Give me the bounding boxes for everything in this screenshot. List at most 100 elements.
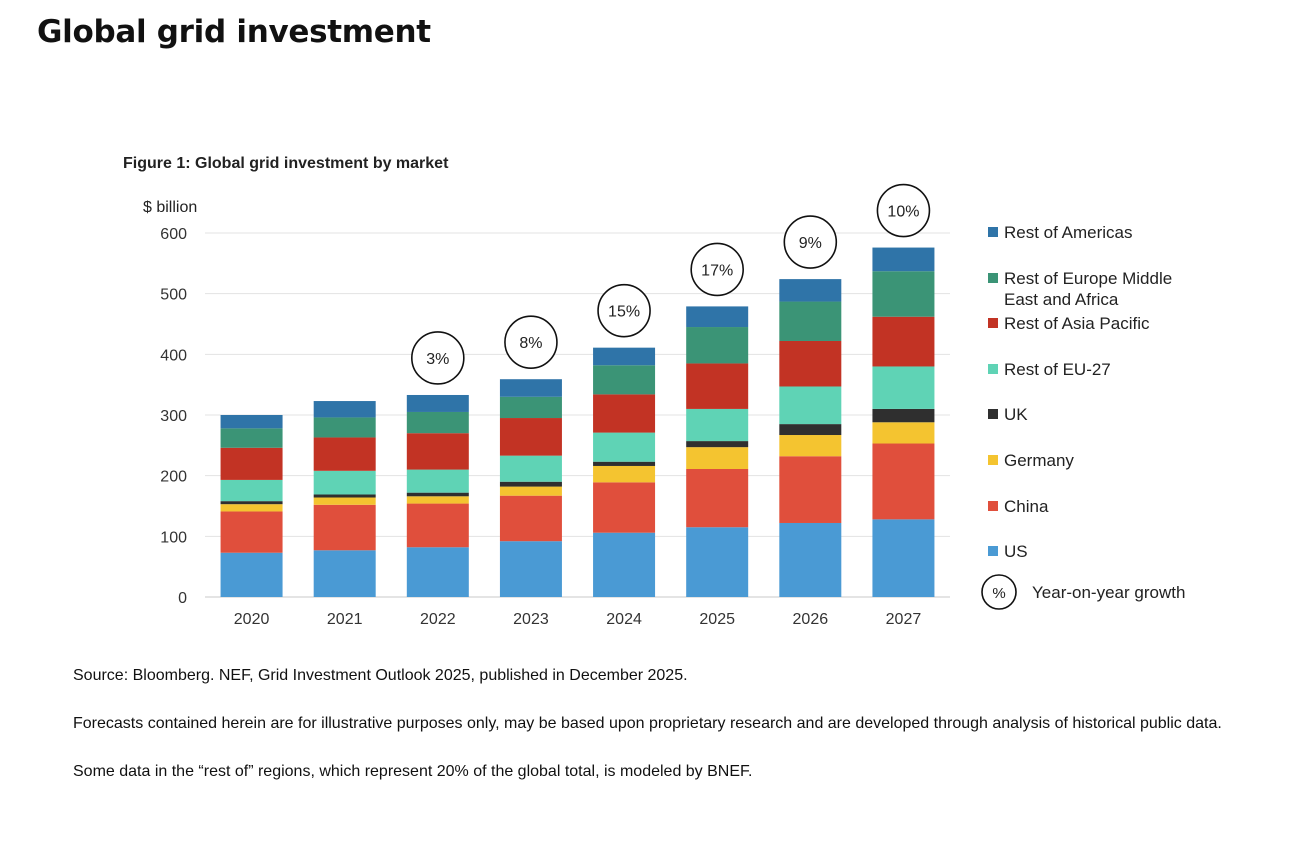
legend-label: Rest of Asia Pacific (1004, 314, 1150, 333)
page-title: Global grid investment (37, 14, 431, 50)
source-note: Source: Bloomberg. NEF, Grid Investment … (73, 667, 688, 684)
growth-circle (411, 331, 465, 385)
bar-segment-rest-of-americas-2027 (872, 247, 935, 272)
bar-segment-rest-of-americas-2026 (779, 279, 842, 302)
growth-circle (783, 215, 838, 269)
legend-swatch (988, 501, 998, 511)
bar-segment-rest-of-americas-2022 (406, 394, 469, 412)
bar-segment-china-2026 (779, 456, 842, 523)
legend-label: UK (1004, 405, 1028, 424)
bar-segment-china-2020 (220, 511, 283, 553)
x-tick-label: 2023 (513, 611, 549, 628)
bar-segment-germany-2026 (779, 435, 842, 457)
bar-segment-uk-2020 (220, 501, 283, 505)
bar-segment-rest-of-asia-pacific-2027 (872, 316, 935, 367)
x-tick-label: 2026 (793, 611, 829, 628)
legend-label: Rest of EU-27 (1004, 360, 1111, 379)
legend-swatch (988, 409, 998, 419)
chart-notes: Source: Bloomberg. NEF, Grid Investment … (73, 664, 1233, 808)
legend-swatch (988, 546, 998, 556)
legend-label: Rest of Americas (1004, 223, 1133, 242)
growth-legend-label: Year-on-year growth (1032, 583, 1185, 602)
y-tick-label: 200 (160, 469, 187, 486)
stacked-bars (220, 247, 935, 597)
bar-segment-rest-of-americas-2020 (220, 415, 283, 429)
bar-segment-rest-of-europe-middle-east-and-africa-2024 (593, 365, 656, 395)
bar-segment-rest-of-asia-pacific-2024 (593, 394, 656, 433)
bar-segment-germany-2025 (686, 447, 749, 469)
y-tick-label: 0 (178, 590, 187, 607)
bar-segment-us-2027 (872, 519, 935, 597)
growth-label: 9% (799, 235, 822, 252)
bar-segment-china-2025 (686, 468, 749, 528)
y-axis-ticks: 0 100 200 300 400 500 600 (160, 226, 187, 607)
bar-segment-germany-2024 (593, 465, 656, 483)
bar-segment-rest-of-europe-middle-east-and-africa-2021 (313, 417, 376, 438)
x-tick-label: 2027 (886, 611, 922, 628)
legend-swatch (988, 318, 998, 328)
x-tick-label: 2025 (699, 611, 735, 628)
bar-segment-germany-2021 (313, 497, 376, 505)
bar-segment-germany-2023 (499, 486, 562, 496)
bar-segment-china-2022 (406, 503, 469, 548)
bar-segment-rest-of-europe-middle-east-and-africa-2023 (499, 396, 562, 419)
bar-segment-rest-of-europe-middle-east-and-africa-2022 (406, 411, 469, 434)
bar-segment-rest-of-europe-middle-east-and-africa-2026 (779, 301, 842, 341)
bar-segment-us-2020 (220, 552, 283, 597)
y-axis-label: $ billion (143, 199, 197, 216)
bar-segment-germany-2022 (406, 496, 469, 504)
bar-segment-rest-of-eu-27-2021 (313, 470, 376, 495)
bar-segment-rest-of-eu-27-2025 (686, 408, 749, 442)
bar-segment-germany-2020 (220, 504, 283, 512)
growth-legend-symbol-text: % (992, 585, 1005, 602)
bar-segment-rest-of-americas-2025 (686, 306, 749, 328)
bar-segment-rest-of-asia-pacific-2020 (220, 447, 283, 480)
y-tick-label: 400 (160, 347, 187, 364)
x-tick-label: 2020 (234, 611, 270, 628)
bar-segment-us-2022 (406, 547, 469, 597)
bar-segment-china-2027 (872, 443, 935, 520)
bar-segment-rest-of-eu-27-2020 (220, 479, 283, 502)
legend-label: US (1004, 542, 1028, 561)
bar-segment-uk-2025 (686, 441, 749, 448)
bar-segment-uk-2023 (499, 481, 562, 487)
legend-label: Rest of Europe Middle East and Africa (1004, 269, 1172, 309)
bar-segment-rest-of-europe-middle-east-and-africa-2027 (872, 271, 935, 317)
legend: Rest of Americas Rest of Europe Middle Eas… (981, 223, 1185, 610)
bar-segment-rest-of-asia-pacific-2023 (499, 418, 562, 456)
growth-label: 3% (426, 351, 449, 368)
x-tick-label: 2021 (327, 611, 363, 628)
legend-swatch (988, 455, 998, 465)
bar-segment-uk-2021 (313, 494, 376, 498)
bar-segment-uk-2027 (872, 408, 935, 423)
bar-segment-us-2024 (593, 532, 656, 597)
bar-segment-rest-of-eu-27-2023 (499, 455, 562, 482)
growth-legend-symbol (981, 574, 1017, 610)
bar-segment-rest-of-americas-2023 (499, 379, 562, 397)
legend-swatch (988, 273, 998, 283)
x-tick-label: 2024 (606, 611, 642, 628)
bar-segment-uk-2022 (406, 492, 469, 497)
legend-swatch (988, 227, 998, 237)
growth-annotations: 3% 8% 15% 17% 9% 10% (411, 183, 931, 385)
bar-segment-china-2023 (499, 495, 562, 542)
y-tick-label: 600 (160, 226, 187, 243)
x-axis-ticks: 2020 2021 2022 2023 2024 2025 2026 2027 (234, 611, 922, 628)
growth-circle (690, 242, 744, 297)
bar-segment-rest-of-asia-pacific-2026 (779, 340, 842, 387)
bar-segment-rest-of-eu-27-2027 (872, 366, 935, 409)
bar-segment-rest-of-europe-middle-east-and-africa-2025 (686, 327, 749, 364)
bar-segment-rest-of-asia-pacific-2021 (313, 437, 376, 471)
legend-swatch (988, 364, 998, 374)
growth-label: 17% (701, 262, 733, 279)
growth-label: 10% (887, 204, 919, 221)
y-tick-label: 500 (160, 287, 187, 304)
growth-label: 15% (608, 304, 640, 321)
growth-label: 8% (519, 335, 542, 352)
bar-segment-rest-of-americas-2024 (593, 347, 656, 366)
x-tick-label: 2022 (420, 611, 456, 628)
bar-segment-china-2024 (593, 482, 656, 533)
growth-circle (597, 283, 651, 338)
bar-segment-rest-of-eu-27-2024 (593, 432, 656, 462)
bar-segment-china-2021 (313, 504, 376, 551)
